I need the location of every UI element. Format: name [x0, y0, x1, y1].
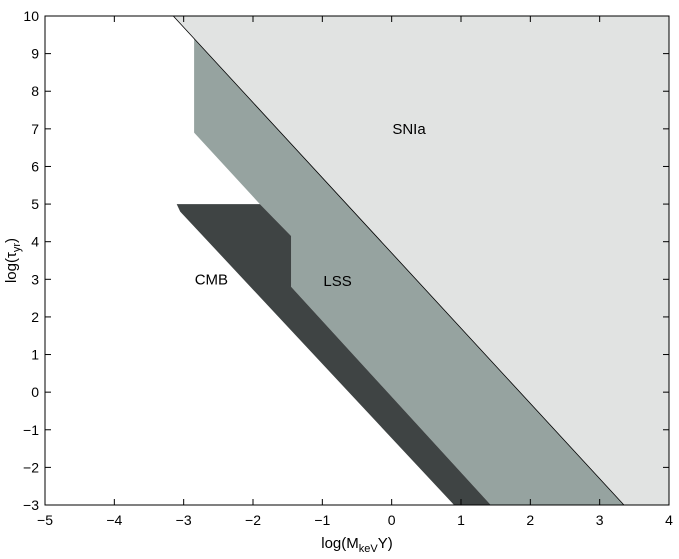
y-tick-label: 3	[31, 271, 39, 287]
x-axis-title-subscript: keV	[359, 543, 379, 555]
y-tick-label: −3	[23, 497, 39, 513]
snia-boundary-line	[172, 15, 625, 506]
y-tick-label: 6	[31, 158, 39, 174]
y-tick-label: 0	[31, 384, 39, 400]
y-tick-label: 10	[23, 8, 39, 24]
y-tick-label: 5	[31, 196, 39, 212]
region-cmb	[176, 204, 491, 505]
region-layer	[173, 16, 670, 505]
x-tick-label: 0	[388, 512, 396, 528]
y-tick-label: −2	[23, 459, 39, 475]
region-label-snia: SNIa	[392, 121, 426, 138]
y-axis-title-main: log(τ	[3, 252, 20, 283]
x-tick-label: −2	[245, 512, 261, 528]
y-tick-label: −1	[23, 422, 39, 438]
y-axis-title-end: )	[3, 238, 20, 243]
x-tick-label: 1	[457, 512, 465, 528]
x-axis-title-main: log(M	[321, 535, 359, 552]
x-tick-label: 2	[526, 512, 534, 528]
y-tick-label: 9	[31, 46, 39, 62]
y-axis-title-subscript: yr	[11, 243, 23, 253]
x-axis-title: log(MkeVY)	[321, 535, 392, 555]
region-label-lss: LSS	[323, 273, 351, 290]
y-tick-label: 7	[31, 121, 39, 137]
x-tick-label: −4	[106, 512, 122, 528]
y-tick-label: 4	[31, 234, 39, 250]
x-tick-label: −5	[37, 512, 53, 528]
region-label-cmb: CMB	[195, 271, 228, 288]
x-tick-label: 3	[596, 512, 604, 528]
y-tick-label: 8	[31, 83, 39, 99]
y-tick-label: 1	[31, 347, 39, 363]
region-snia	[173, 16, 670, 505]
x-tick-label: −3	[176, 512, 192, 528]
x-axis-title-end: Y)	[378, 535, 393, 552]
axes-frame	[44, 15, 670, 506]
y-tick-label: 2	[31, 309, 39, 325]
tick-layer: −5 −4 −3 −2 −1 0 1 2 3 4 −3 −2 −1 0 1 2 3 4 5 6 7 8 9 10	[23, 8, 673, 528]
region-label-layer: SNIa LSS CMB	[195, 121, 427, 290]
y-axis-title: log(τyr)	[3, 238, 23, 283]
x-tick-label: 4	[665, 512, 673, 528]
x-tick-label: −1	[314, 512, 330, 528]
